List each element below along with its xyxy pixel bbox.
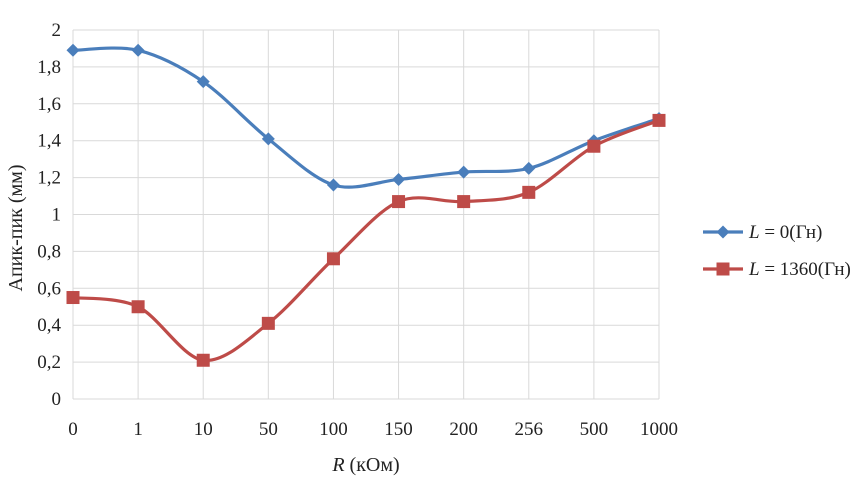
series-line-1 <box>72 46 660 189</box>
x-axis-label: R (кОм) <box>331 454 399 476</box>
x-tick-labels: 0 1 10 50 100 150 200 256 500 1000 <box>68 419 678 440</box>
legend-var: L <box>748 222 760 243</box>
y-tick-labels: 0 0,2 0,4 0,6 0,8 1 1,2 1,4 1,6 1,8 2 <box>37 20 61 410</box>
y-tick-label: 0,4 <box>37 315 61 336</box>
y-tick-label: 0,8 <box>37 241 61 262</box>
x-tick-label: 500 <box>580 419 609 440</box>
legend-entry-2: L = 1360(Гн) <box>748 259 851 280</box>
data-point-series-2 <box>326 252 340 266</box>
data-point-series-2 <box>196 353 210 367</box>
data-point-series-2 <box>261 316 275 330</box>
data-point-series-2 <box>457 195 471 209</box>
y-tick-label: 1,4 <box>37 131 61 152</box>
data-point-series-2 <box>522 185 536 199</box>
x-tick-label: 1 <box>133 419 143 440</box>
y-tick-label: 0,6 <box>37 278 61 299</box>
data-point-series-1 <box>457 165 471 179</box>
x-tick-label: 50 <box>259 419 278 440</box>
y-axis-label: Апик-пик (мм) <box>5 165 27 292</box>
legend-var: L <box>748 259 760 280</box>
y-tick-label: 1,2 <box>37 168 61 189</box>
x-axis-label-var: R <box>331 454 344 476</box>
y-tick-label: 0 <box>52 389 62 410</box>
y-tick-label: 2 <box>52 20 62 41</box>
data-point-series-2 <box>652 113 666 127</box>
series-line-2 <box>72 118 660 362</box>
x-tick-label: 256 <box>515 419 544 440</box>
grid <box>72 29 660 400</box>
x-tick-label: 150 <box>384 419 413 440</box>
y-tick-label: 1,8 <box>37 57 61 78</box>
legend-marker <box>716 225 730 239</box>
data-point-series-1 <box>131 43 145 57</box>
data-point-series-2 <box>131 300 145 314</box>
data-point-series-1 <box>66 43 80 57</box>
x-axis-label-rest: (кОм) <box>345 454 400 476</box>
legend-label: = 0(Гн) <box>760 222 823 243</box>
data-point-series-2 <box>587 139 601 153</box>
series-markers <box>66 43 666 367</box>
y-tick-label: 1 <box>52 205 62 226</box>
data-point-series-2 <box>392 195 406 209</box>
data-point-series-2 <box>66 291 80 305</box>
x-tick-label: 0 <box>68 419 78 440</box>
data-point-series-1 <box>392 172 406 186</box>
legend-label: = 1360(Гн) <box>760 259 851 280</box>
data-point-series-1 <box>196 75 210 89</box>
data-point-series-1 <box>261 132 275 146</box>
series-lines <box>72 46 660 362</box>
legend-marker <box>716 262 730 276</box>
legend-entry-1: L = 0(Гн) <box>748 222 822 243</box>
y-tick-label: 0,2 <box>37 352 61 373</box>
x-tick-label: 100 <box>319 419 348 440</box>
x-tick-label: 10 <box>194 419 213 440</box>
x-tick-label: 1000 <box>640 419 678 440</box>
legend: L = 0(Гн)L = 1360(Гн) <box>703 222 851 280</box>
x-tick-label: 200 <box>449 419 478 440</box>
data-point-series-1 <box>326 178 340 192</box>
y-tick-label: 1,6 <box>37 94 61 115</box>
data-point-series-1 <box>522 161 536 175</box>
